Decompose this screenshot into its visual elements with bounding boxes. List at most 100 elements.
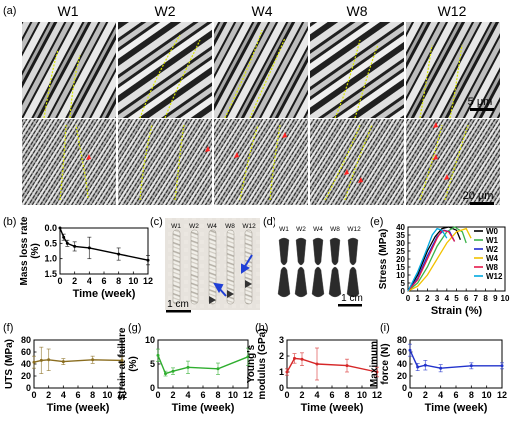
chart-mass-loss: 0 2 4 6 8 10 12 0.0 0.5 1.0 1.5 Time (week) Mass los… — [19, 216, 153, 300]
y-tick-label: 1.5 — [44, 269, 57, 279]
legend-label: W1 — [486, 236, 499, 245]
series-line — [33, 359, 123, 363]
sem-col-w8: W8 — [347, 3, 368, 19]
y-axis-label: Mass loss rate — [19, 216, 30, 285]
sem-top-w1 — [22, 22, 116, 118]
series-line — [59, 227, 149, 261]
y-axis-label: UTS (MPa) — [4, 339, 15, 389]
data-point — [87, 246, 91, 250]
plot-frame — [409, 339, 503, 389]
scale-bar-bottom — [470, 202, 494, 205]
photo-d-label-w1: W1 — [279, 226, 289, 233]
y-tick-label: 0 — [401, 287, 406, 296]
y-axis-label: (%) — [128, 356, 139, 372]
x-tick-label: 6 — [453, 390, 458, 400]
data-point — [120, 358, 124, 362]
x-tick-label: 4 — [445, 294, 450, 303]
scale-label-bottom: 20 μm — [463, 190, 494, 202]
x-tick-label: 6 — [329, 390, 334, 400]
x-tick-label: 10 — [228, 390, 238, 400]
y-tick-label: 35 — [396, 231, 405, 240]
series-line — [409, 349, 502, 369]
y-tick-label: 20 — [397, 371, 407, 381]
data-point — [65, 241, 69, 245]
sem-col-w1: W1 — [58, 3, 79, 19]
panel-a-letter: (a) — [3, 5, 16, 17]
sem-image-grid: 5 μm 20 μm — [22, 22, 500, 205]
data-point — [58, 226, 62, 230]
photo-d-label-w12: W12 — [347, 226, 361, 233]
plot-frame — [33, 339, 123, 389]
x-tick-label: 2 — [425, 294, 430, 303]
x-tick-label: 6 — [464, 294, 469, 303]
y-tick-label: 15 — [396, 263, 405, 272]
x-tick-label: 2 — [72, 276, 77, 286]
x-tick-label: 4 — [185, 390, 190, 400]
data-point — [315, 362, 319, 366]
x-tick-label: 4 — [61, 390, 66, 400]
braid-w8 — [226, 229, 235, 305]
photo-d-label-w2: W2 — [296, 226, 306, 233]
photo-c-label-w4: W4 — [207, 223, 217, 230]
y-tick-label: 20 — [396, 255, 405, 264]
panel-g-letter: (g) — [128, 322, 141, 334]
braid-w1 — [172, 229, 181, 305]
x-tick-label: 9 — [493, 294, 498, 303]
y-axis-label: force (N) — [380, 343, 391, 384]
plot-frame — [286, 339, 378, 389]
data-point — [375, 370, 379, 374]
legend-label: W12 — [486, 272, 503, 281]
y-axis-label: Maximum — [369, 341, 380, 387]
data-point — [62, 235, 66, 239]
legend-label: W2 — [486, 245, 499, 254]
data-point — [408, 348, 412, 352]
legend-label: W0 — [486, 227, 499, 236]
data-point — [423, 363, 427, 367]
x-axis-label: Time (week) — [425, 402, 488, 414]
x-tick-label: 12 — [372, 390, 382, 400]
data-point — [73, 244, 77, 248]
x-tick-label: 8 — [90, 390, 95, 400]
photo-c-label-w2: W2 — [189, 223, 199, 230]
x-tick-label: 3 — [435, 294, 440, 303]
series-line — [157, 355, 249, 375]
x-tick-label: 0 — [31, 390, 36, 400]
y-tick-label: 0 — [402, 383, 407, 393]
data-point — [171, 369, 175, 373]
y-tick-label: 5 — [150, 359, 155, 369]
x-tick-label: 12 — [117, 390, 127, 400]
panel-b-letter: (b) — [3, 216, 16, 228]
data-point — [439, 366, 443, 370]
y-tick-label: 10 — [145, 335, 155, 345]
x-axis-label: Time (week) — [172, 402, 235, 414]
y-tick-label: 0.5 — [44, 238, 57, 248]
series-w1 — [407, 226, 467, 292]
scale-bar-c — [166, 310, 191, 313]
scale-bar-d — [338, 304, 362, 307]
photo-d-label-w8: W8 — [330, 226, 340, 233]
x-tick-label: 0 — [406, 294, 411, 303]
data-point — [39, 358, 43, 362]
scale-bar-top — [470, 108, 494, 111]
x-axis-label: Time (week) — [47, 402, 110, 414]
data-point — [293, 356, 296, 360]
scale-label-d: 1 cm — [341, 293, 363, 304]
series-w0 — [407, 226, 461, 292]
y-axis-label: (%) — [30, 243, 41, 259]
y-axis-label: Stress (MPa) — [378, 229, 389, 290]
data-point — [61, 360, 65, 364]
sem-top-w2 — [118, 22, 212, 118]
data-point — [416, 365, 420, 369]
photo-c: W1 W2 W4 W8 W12 1 cm — [165, 218, 260, 313]
scale-label-c: 1 cm — [167, 299, 189, 310]
x-tick-label: 5 — [454, 294, 459, 303]
sem-top-w12 — [406, 22, 500, 118]
x-tick-label: 4 — [438, 390, 443, 400]
series-w4 — [407, 227, 472, 292]
data-point — [345, 364, 349, 368]
x-tick-label: 7 — [474, 294, 479, 303]
y-axis-label: Young's — [246, 344, 257, 383]
